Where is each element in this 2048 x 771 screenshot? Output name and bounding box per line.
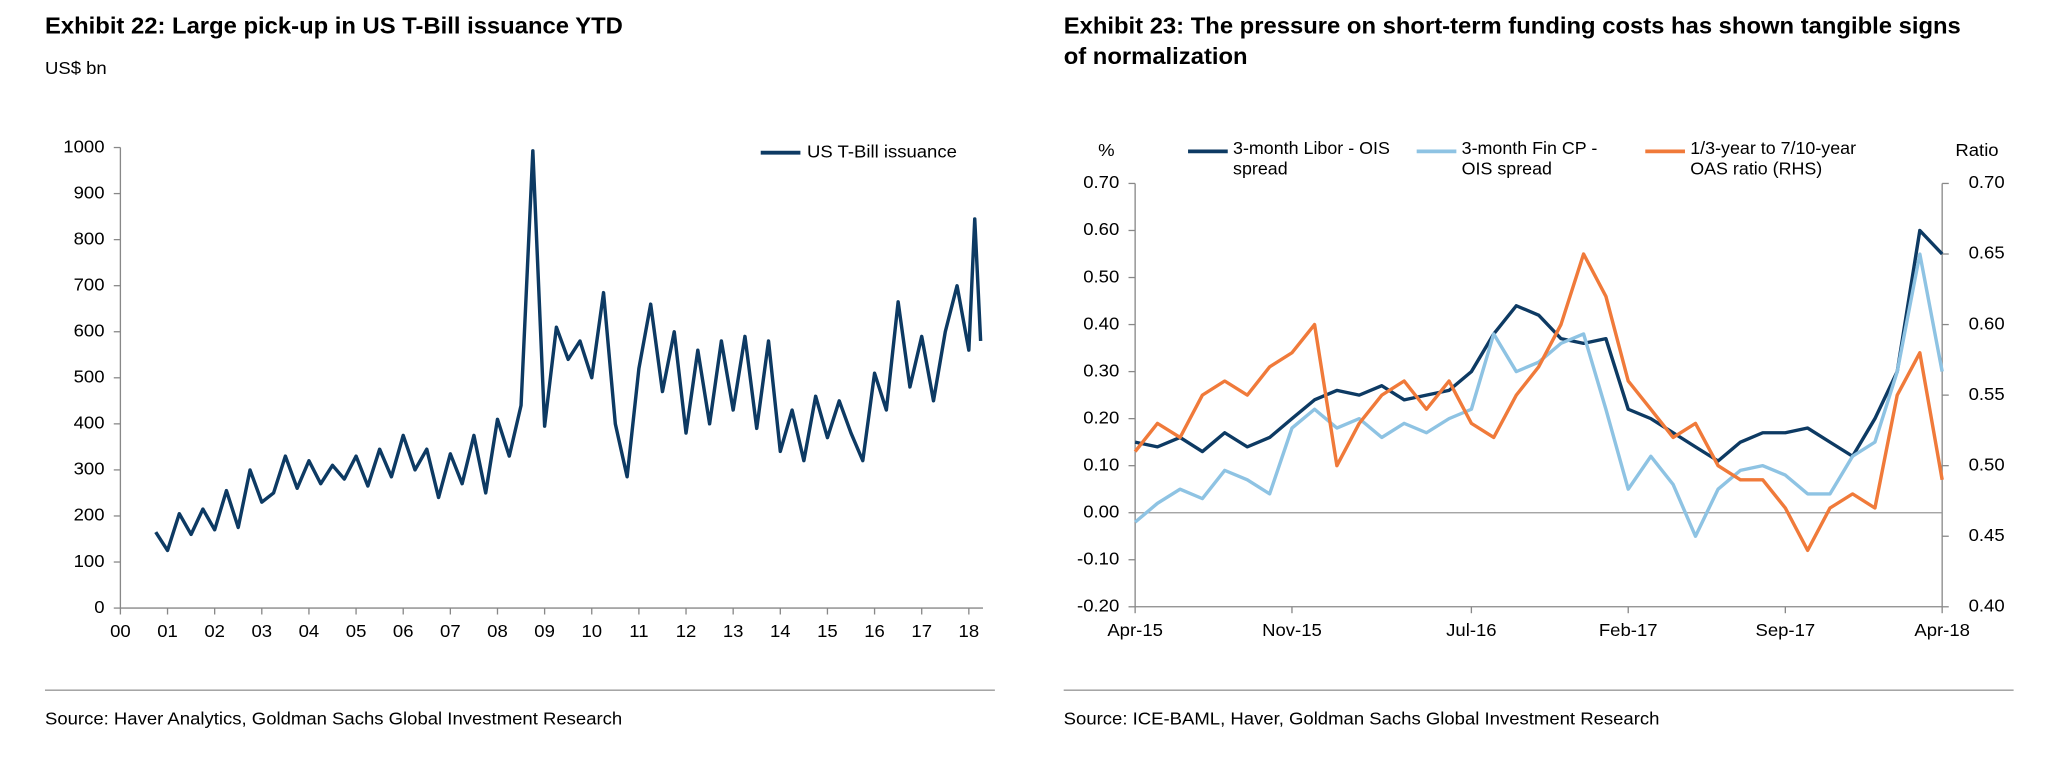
y-tick-label: 400	[74, 412, 105, 433]
chart-title-box: Exhibit 23: The pressure on short-term f…	[1063, 12, 1961, 70]
series-line	[154, 149, 983, 553]
y-tick-label: 0.30	[1083, 360, 1119, 381]
series-line	[1134, 228, 1944, 463]
y-tick-label: 0.60	[1083, 218, 1119, 239]
x-tick-label: 04	[299, 620, 320, 641]
x-tick-label: Sep-17	[1755, 619, 1815, 640]
y2-tick-label: 0.40	[1969, 595, 2005, 616]
y-tick-label: 0.40	[1083, 313, 1119, 334]
x-tick-label: 17	[911, 620, 932, 641]
x-tick-label: Feb-17	[1599, 619, 1658, 640]
x-tick-label: 15	[817, 620, 838, 641]
x-tick-label: Nov-15	[1262, 619, 1322, 640]
y-tick-label: 200	[74, 504, 105, 525]
y2-tick-label: 0.65	[1969, 242, 2005, 263]
legend-label-box: 3-month Libor - OIS spread	[1233, 138, 1390, 179]
y-tick-label: 300	[74, 458, 105, 479]
chart-title-box: Exhibit 22: Large pick-up in US T-Bill i…	[44, 12, 623, 39]
source: Source: ICE-BAML, Haver, Goldman Sachs G…	[1064, 708, 1660, 729]
legend-label: US T-Bill issuance	[807, 141, 957, 162]
y-tick-label: -0.10	[1077, 548, 1119, 569]
source: Source: Haver Analytics, Goldman Sachs G…	[45, 708, 622, 729]
y-tick-label: 500	[74, 366, 105, 387]
y-tick-label: 0.10	[1083, 454, 1119, 475]
y-tick-label: 700	[74, 274, 105, 295]
subtitle: US$ bn	[45, 57, 107, 78]
chart-title: Exhibit 22: Large pick-up in US T-Bill i…	[44, 12, 623, 39]
legend-label-box: 3-month Fin CP - OIS spread	[1461, 138, 1598, 179]
x-tick-label: 03	[251, 620, 272, 641]
legend-label: 1/3-year to 7/10-year OAS ratio (RHS)	[1690, 138, 1857, 179]
y-tick-label: 800	[74, 228, 105, 249]
series-line	[1134, 252, 1944, 538]
x-tick-label: 01	[157, 620, 178, 641]
x-tick-label: 11	[629, 620, 648, 641]
y-tick-label: 0.20	[1083, 407, 1119, 428]
y-tick-label: 600	[74, 320, 105, 341]
y-tick-label: 0.00	[1083, 501, 1119, 522]
x-tick-label: 00	[110, 620, 131, 641]
y2-axis-label: Ratio	[1955, 139, 1998, 160]
x-tick-label: 12	[676, 620, 697, 641]
legend-label: 3-month Fin CP - OIS spread	[1461, 138, 1598, 179]
legend-label-box: 1/3-year to 7/10-year OAS ratio (RHS)	[1690, 138, 1857, 179]
y-tick-label: -0.20	[1077, 595, 1119, 616]
y2-tick-label: 0.60	[1969, 313, 2005, 334]
y-tick-label: 100	[74, 550, 105, 571]
x-tick-label: Apr-15	[1107, 619, 1163, 640]
x-tick-label: 06	[393, 620, 414, 641]
y-tick-label: 0	[94, 596, 104, 617]
x-tick-label: 10	[581, 620, 602, 641]
y2-tick-label: 0.55	[1969, 383, 2005, 404]
x-tick-label: 05	[346, 620, 367, 641]
x-tick-label: 14	[770, 620, 791, 641]
y2-tick-label: 0.70	[1969, 171, 2005, 192]
x-tick-label: 18	[959, 620, 980, 641]
y-tick-label: 0.70	[1083, 171, 1119, 192]
x-tick-label: 07	[440, 620, 461, 641]
y-tick-label: 1000	[63, 136, 104, 157]
y-tick-label: 0.50	[1083, 266, 1119, 287]
y2-tick-label: 0.50	[1969, 454, 2005, 475]
legend-label: 3-month Libor - OIS spread	[1233, 138, 1390, 179]
chart-title: Exhibit 23: The pressure on short-term f…	[1063, 12, 1961, 70]
x-tick-label: 16	[864, 620, 885, 641]
x-tick-label: Jul-16	[1446, 619, 1496, 640]
x-tick-label: Apr-18	[1914, 619, 1970, 640]
x-tick-label: 02	[204, 620, 225, 641]
y-axis-label: %	[1098, 139, 1114, 160]
y-tick-label: 900	[74, 182, 105, 203]
x-tick-label: 13	[723, 620, 744, 641]
x-tick-label: 09	[534, 620, 555, 641]
series-line	[1133, 252, 1944, 553]
y2-tick-label: 0.45	[1969, 524, 2005, 545]
x-tick-label: 08	[487, 620, 508, 641]
